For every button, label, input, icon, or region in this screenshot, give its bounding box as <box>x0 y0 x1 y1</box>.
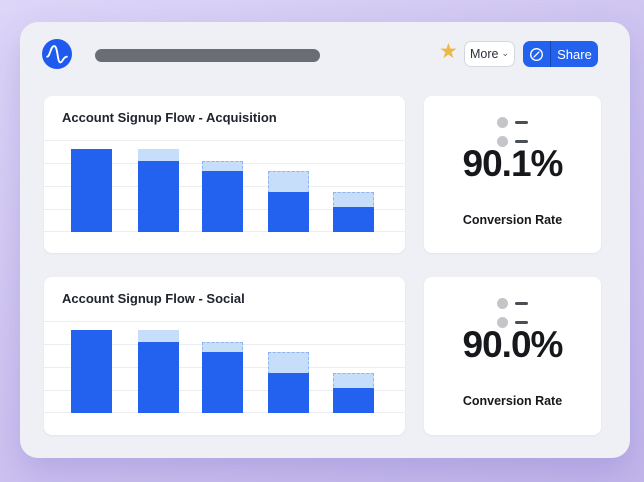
more-button[interactable]: More ⌄ <box>464 41 515 67</box>
funnel-steps-icon <box>424 117 601 147</box>
chart-card-acquisition: Account Signup Flow - Acquisition <box>44 96 405 253</box>
conversion-stat-card-social: 90.0% Conversion Rate <box>424 277 601 435</box>
link-icon <box>523 47 550 62</box>
favorite-star-icon[interactable]: ★ <box>439 40 458 63</box>
title-placeholder-bar <box>95 49 320 62</box>
chevron-down-icon: ⌄ <box>501 47 510 58</box>
funnel-bar-converted <box>268 192 309 232</box>
more-button-label: More <box>469 47 499 61</box>
conversion-rate-label: Conversion Rate <box>462 213 563 227</box>
app-window: ★ More ⌄ Share Account Signup Flow - Acq… <box>20 22 630 458</box>
share-button[interactable]: Share <box>523 41 598 67</box>
funnel-bar-converted <box>71 330 112 413</box>
amplitude-logo-icon[interactable] <box>42 39 72 69</box>
conversion-rate-value: 90.0% <box>462 324 564 365</box>
funnel-bar-converted <box>138 341 179 413</box>
conversion-stat-card-acquisition: 90.1% Conversion Rate <box>424 96 601 253</box>
gridline <box>44 140 405 141</box>
chart-title: Account Signup Flow - Acquisition <box>62 110 277 125</box>
share-button-divider <box>550 41 551 67</box>
conversion-rate-value: 90.1% <box>462 143 564 184</box>
funnel-bar-converted <box>333 388 374 413</box>
chart-title: Account Signup Flow - Social <box>62 291 245 306</box>
funnel-chart-social <box>44 321 405 413</box>
funnel-bar-converted <box>202 171 243 232</box>
conversion-rate-label: Conversion Rate <box>462 394 563 408</box>
chart-card-social: Account Signup Flow - Social <box>44 277 405 435</box>
funnel-bar-converted <box>268 373 309 413</box>
funnel-steps-icon <box>424 298 601 328</box>
gridline <box>44 321 405 322</box>
share-button-label: Share <box>557 46 592 62</box>
funnel-bar-converted <box>71 149 112 232</box>
funnel-bar-converted <box>138 160 179 232</box>
funnel-bar-converted <box>333 207 374 232</box>
funnel-bar-converted <box>202 352 243 413</box>
funnel-chart-acquisition <box>44 140 405 232</box>
